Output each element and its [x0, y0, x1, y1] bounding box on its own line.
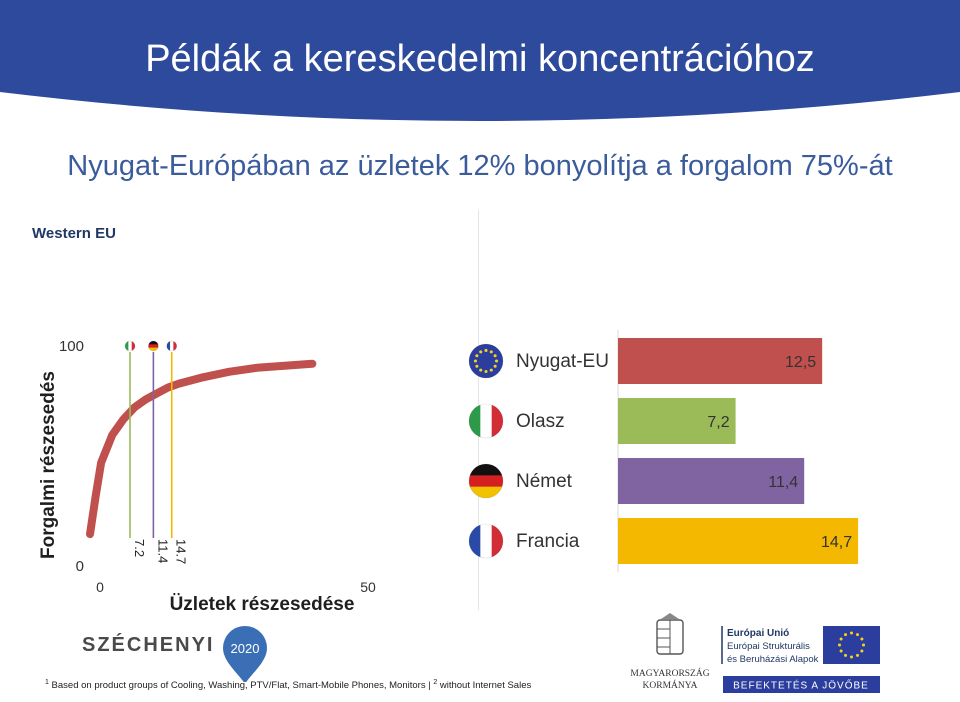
store-share-bar-chart: 12,5 Nyugat-EU 7,2 Olasz 11,4 Német 14,7 Franci… [468, 330, 859, 572]
eu-title: Európai Unió [727, 628, 789, 639]
bar-it [618, 398, 736, 444]
bar-value-eu: 12,5 [785, 354, 816, 371]
flag-de-large-icon [468, 463, 504, 499]
footnote-sup-2: 2 [433, 679, 438, 686]
flag-eu-large-icon [468, 343, 504, 379]
eu-flag-icon [823, 626, 880, 664]
slide-subtitle: Nyugat-Európában az üzletek 12% bonyolít… [67, 150, 893, 182]
marker-label-de: 11.4 [155, 539, 170, 563]
slide-title: Példák a kereskedelmi koncentrációhoz [145, 38, 815, 80]
bar-eu [618, 338, 823, 384]
bar-category-eu: Nyugat-EU [516, 351, 609, 372]
flag-it-icon [124, 340, 136, 352]
marker-label-it: 7.2 [132, 539, 147, 557]
series-line-0 [86, 359, 317, 539]
concentration-curve-chart: Forgalmi részesedés Üzletek részesedése … [38, 338, 376, 615]
magyarorszag-line1: MAGYARORSZÁG [630, 667, 709, 679]
y-tick-bottom: 0 [76, 558, 84, 575]
szechenyi-logo-text: SZÉCHENYI [82, 634, 215, 656]
bar-category-it: Olasz [516, 411, 565, 432]
bar-de [618, 458, 805, 504]
flag-fr-large-icon [468, 523, 504, 559]
flag-it-large-icon [468, 403, 504, 439]
hungarian-coat-of-arms-icon [656, 613, 684, 655]
footnote-text-2: without Internet Sales [437, 680, 532, 692]
footnote-sup-1: 1 [45, 679, 49, 686]
szechenyi-year: 2020 [231, 641, 260, 656]
y-tick-top: 100 [59, 338, 84, 355]
szechenyi-logo: 2020 [223, 626, 267, 682]
eu-line1: Európai Strukturális [727, 641, 810, 652]
header-band [0, 0, 960, 121]
eu-banner: BEFEKTETÉS A JÖVŐBE [733, 678, 869, 692]
map-pin-icon [223, 626, 267, 682]
funding-logos: MAGYARORSZÁG KORMÁNYA Európai Unió Európ… [630, 613, 880, 693]
x-axis-label: Üzletek részesedése [170, 594, 355, 615]
bar-fr [618, 518, 859, 564]
x-tick-right: 50 [360, 579, 376, 595]
bar-category-de: Német [516, 471, 573, 492]
footnote-text-1: Based on product groups of Cooling, Wash… [48, 680, 434, 692]
eu-line2: és Beruházási Alapok [727, 654, 819, 665]
bar-value-de: 11,4 [768, 474, 798, 491]
region-label: Western EU [32, 225, 116, 242]
bar-value-fr: 14,7 [821, 534, 852, 551]
flag-de-icon [148, 340, 159, 352]
footnote: 1 Based on product groups of Cooling, Wa… [45, 679, 531, 691]
flag-fr-icon [166, 340, 178, 352]
bar-category-fr: Francia [516, 531, 580, 552]
y-axis-label: Forgalmi részesedés [38, 371, 59, 559]
magyarorszag-line2: KORMÁNYA [643, 679, 698, 691]
bar-value-it: 7,2 [707, 414, 729, 431]
x-tick-left: 0 [96, 579, 104, 595]
marker-label-fr: 14.7 [174, 539, 189, 564]
